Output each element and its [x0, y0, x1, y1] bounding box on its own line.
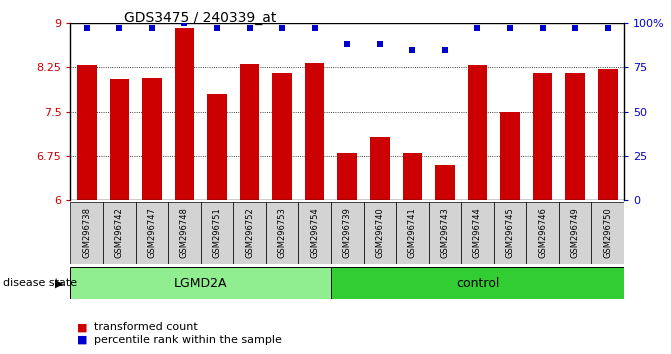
Text: GSM296750: GSM296750	[603, 207, 612, 258]
Bar	[331, 267, 624, 299]
Point	[244, 25, 255, 31]
Text: GSM296747: GSM296747	[148, 207, 156, 258]
Bar	[109, 79, 129, 200]
Bar	[103, 202, 136, 264]
Point	[146, 25, 157, 31]
Text: GSM296749: GSM296749	[570, 207, 580, 258]
Bar	[77, 65, 97, 200]
Bar	[494, 202, 526, 264]
Bar	[234, 202, 266, 264]
Text: percentile rank within the sample: percentile rank within the sample	[94, 335, 282, 345]
Bar	[396, 202, 429, 264]
Text: GSM296752: GSM296752	[245, 207, 254, 258]
Point	[440, 47, 450, 52]
Text: ■: ■	[77, 322, 88, 332]
Bar	[468, 65, 487, 200]
Point	[603, 25, 613, 31]
Bar	[174, 28, 194, 200]
Bar	[598, 69, 617, 200]
Text: GSM296740: GSM296740	[375, 207, 384, 258]
Bar	[70, 267, 331, 299]
Text: ■: ■	[77, 335, 88, 345]
Text: GSM296753: GSM296753	[278, 207, 287, 258]
Point	[570, 25, 580, 31]
Text: GSM296746: GSM296746	[538, 207, 547, 258]
Bar	[331, 202, 364, 264]
Bar	[201, 202, 234, 264]
Bar	[526, 202, 559, 264]
Point	[309, 25, 320, 31]
Text: LGMD2A: LGMD2A	[174, 277, 227, 290]
Text: disease state: disease state	[3, 278, 77, 288]
Text: transformed count: transformed count	[94, 322, 198, 332]
Text: GSM296738: GSM296738	[83, 207, 91, 258]
Bar	[461, 202, 494, 264]
Text: GSM296741: GSM296741	[408, 207, 417, 258]
Point	[276, 25, 287, 31]
Bar	[566, 73, 585, 200]
Point	[211, 25, 222, 31]
Point	[505, 25, 515, 31]
Text: GSM296745: GSM296745	[505, 207, 515, 258]
Bar	[70, 202, 103, 264]
Text: GDS3475 / 240339_at: GDS3475 / 240339_at	[124, 11, 276, 25]
Bar	[168, 202, 201, 264]
Point	[374, 41, 385, 47]
Point	[472, 25, 483, 31]
Point	[407, 47, 418, 52]
Bar	[305, 63, 325, 200]
Text: ▶: ▶	[55, 278, 64, 288]
Bar	[338, 153, 357, 200]
Bar	[299, 202, 331, 264]
Bar	[501, 112, 520, 200]
Text: GSM296739: GSM296739	[343, 207, 352, 258]
Point	[179, 20, 190, 26]
Bar	[429, 202, 461, 264]
Bar	[559, 202, 591, 264]
Text: GSM296742: GSM296742	[115, 207, 124, 258]
Bar	[272, 73, 292, 200]
Text: GSM296751: GSM296751	[213, 207, 221, 258]
Bar	[142, 78, 162, 200]
Point	[342, 41, 353, 47]
Text: GSM296743: GSM296743	[440, 207, 450, 258]
Bar	[240, 64, 259, 200]
Text: GSM296748: GSM296748	[180, 207, 189, 258]
Bar	[370, 137, 390, 200]
Bar	[435, 165, 455, 200]
Bar	[591, 202, 624, 264]
Bar	[403, 153, 422, 200]
Bar	[136, 202, 168, 264]
Bar	[266, 202, 299, 264]
Bar	[533, 73, 552, 200]
Point	[114, 25, 125, 31]
Point	[81, 25, 92, 31]
Point	[537, 25, 548, 31]
Bar	[207, 94, 227, 200]
Text: control: control	[456, 277, 499, 290]
Bar	[364, 202, 396, 264]
Text: GSM296754: GSM296754	[310, 207, 319, 258]
Text: GSM296744: GSM296744	[473, 207, 482, 258]
